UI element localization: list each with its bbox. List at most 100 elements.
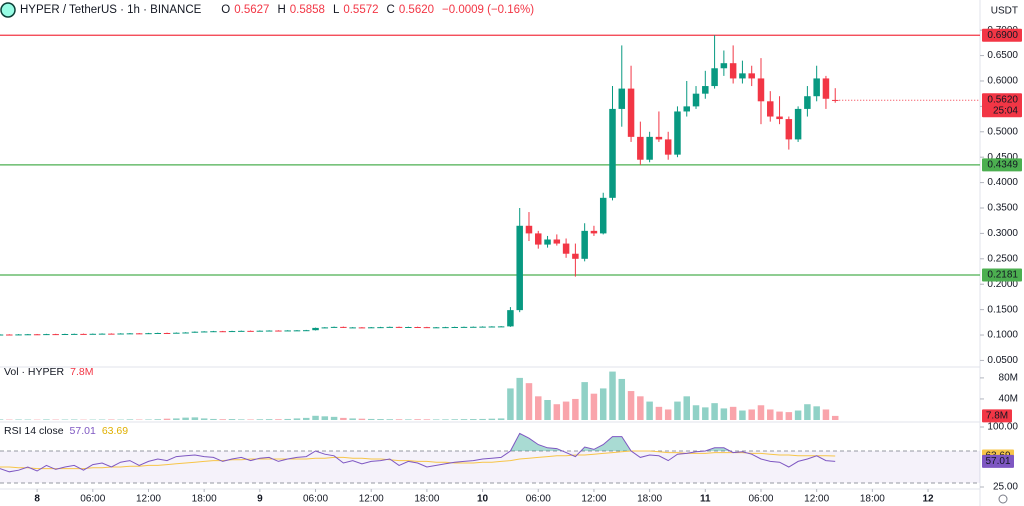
candle-body (303, 330, 310, 332)
volume-bar (637, 396, 644, 420)
volume-bar (219, 419, 226, 420)
rsi-line (0, 432, 836, 473)
volume-bar (191, 417, 199, 420)
candle-body (135, 333, 143, 335)
candle-body (609, 108, 616, 198)
volume-bar (423, 419, 431, 420)
ohlc-key: H (277, 4, 286, 16)
candle-body (200, 331, 208, 333)
candle-body (711, 68, 718, 87)
rsi-tick-label: 100.00 (987, 422, 1018, 433)
volume-bar (367, 418, 375, 420)
volume-bar (627, 391, 635, 420)
rsi-tag-label: 57.01 (985, 456, 1010, 467)
x-tick-label: 12:00 (136, 494, 161, 505)
volume-value: 7.8M (70, 366, 94, 378)
level-label: 0.2181 (987, 270, 1018, 281)
volume-bar (813, 406, 820, 420)
candle-body (275, 330, 282, 332)
volume-bar (108, 419, 115, 420)
candle-body (488, 326, 496, 328)
ohlc-value: 0.5620 (398, 4, 435, 16)
x-tick-label: 10 (477, 494, 489, 505)
candle-body (813, 78, 820, 97)
candle-body (460, 326, 468, 328)
x-tick-label: 18:00 (192, 494, 217, 505)
candle-body (52, 334, 59, 336)
volume-bar (145, 419, 152, 420)
volume-tick-label: 80M (999, 373, 1018, 384)
rsi-ma-value: 63.69 (101, 425, 129, 437)
volume-bar (590, 393, 598, 420)
ohlc-key: L (332, 4, 340, 16)
volume-bar (785, 412, 793, 420)
volume-legend: Vol · HYPER 7.8M (4, 366, 93, 378)
candle-body (674, 111, 681, 155)
candle-body (599, 197, 607, 234)
level-tag (982, 158, 1022, 172)
candle-body (757, 78, 765, 102)
volume-bar (284, 418, 291, 420)
candle-body (43, 334, 50, 336)
candle-body (562, 243, 570, 254)
x-tick-label: 06:00 (80, 494, 105, 505)
candle-body (720, 63, 728, 69)
candle-body (822, 78, 830, 99)
last-price-label: 0.5620 (987, 94, 1018, 105)
volume-bar (831, 415, 839, 420)
rsi-tick-label: 25.00 (993, 482, 1018, 493)
x-tick-label: 11 (700, 494, 711, 505)
volume-bar (200, 418, 208, 420)
x-tick-label: 06:00 (748, 494, 773, 505)
legend-bar: HYPER / TetherUS · 1h · BINANCE O 0.5627 H… (0, 2, 534, 18)
y-tick-label: 0.1500 (987, 304, 1018, 315)
y-tick-label: 0.1000 (987, 330, 1018, 341)
volume-bar (618, 378, 626, 420)
candle-body (804, 96, 811, 109)
x-tick-label: 12:00 (581, 494, 606, 505)
volume-bar (739, 410, 746, 420)
volume-bar (358, 418, 366, 420)
volume-bar (210, 418, 217, 420)
volume-bar (507, 388, 514, 420)
candle-body (414, 326, 421, 328)
candle-body (256, 330, 264, 332)
y-tick-label: 0.0500 (987, 355, 1018, 366)
candle-body (70, 333, 78, 335)
volume-bar (349, 418, 356, 420)
candle-body (423, 327, 431, 329)
volume-bar (572, 398, 579, 420)
candle-body (228, 331, 236, 333)
candle-body (535, 233, 542, 245)
volume-bar (460, 419, 468, 420)
volume-bar (748, 409, 755, 420)
y-tick-label: 0.3000 (987, 228, 1018, 239)
volume-bar (182, 417, 189, 420)
settings-icon (998, 494, 1008, 504)
candle-body (377, 327, 384, 329)
y-tick-label: 0.4500 (987, 152, 1018, 163)
x-tick-label: 06:00 (303, 494, 328, 505)
volume-bar (516, 377, 523, 420)
candle-body (219, 331, 226, 333)
volume-tag (982, 409, 1012, 423)
candle-body (154, 332, 162, 334)
volume-bar (163, 418, 171, 420)
candle-body (182, 332, 189, 334)
y-tick-label: 0.6500 (987, 50, 1018, 61)
volume-bar (70, 419, 78, 420)
volume-bar (265, 419, 273, 420)
candle-body (293, 330, 301, 332)
x-tick-label: 9 (257, 494, 263, 505)
candle-body (785, 119, 793, 140)
ohlc-key: O (221, 4, 231, 16)
candle-body (646, 136, 653, 160)
candle-body (80, 333, 87, 335)
candle-body (544, 239, 551, 245)
x-tick-label: 12 (922, 494, 934, 505)
volume-bar (776, 411, 783, 420)
candle-body (739, 73, 746, 79)
volume-bar (228, 419, 236, 420)
candle-body (126, 333, 134, 335)
